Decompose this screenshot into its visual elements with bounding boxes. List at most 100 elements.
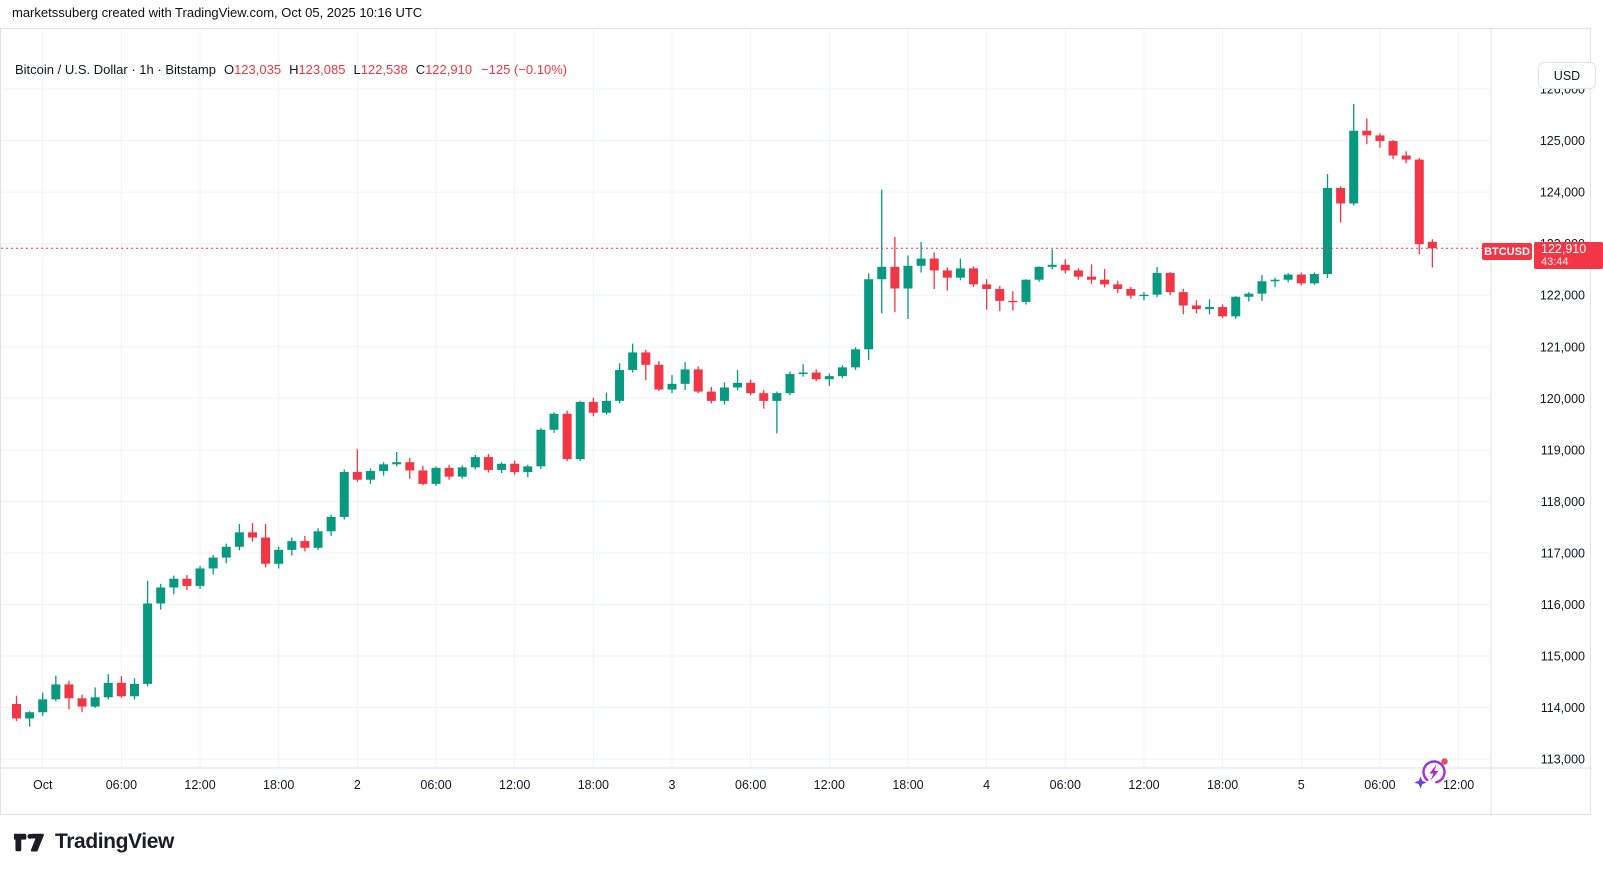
candle-body — [733, 382, 743, 388]
candle-body — [1100, 279, 1110, 285]
time-axis-label: 4 — [983, 778, 990, 792]
spark-event-icon[interactable] — [1413, 753, 1453, 793]
price-axis-label: 114,000 — [1541, 701, 1585, 715]
price-axis-label: 119,000 — [1541, 443, 1585, 457]
candle-wick — [1274, 277, 1276, 287]
price-axis-label: 124,000 — [1540, 186, 1585, 200]
candle-body — [719, 387, 729, 401]
candle-body — [680, 369, 690, 384]
candle-body — [1021, 279, 1031, 302]
candle-body — [969, 268, 979, 285]
candle-wick — [985, 279, 988, 310]
candle-body — [1362, 130, 1372, 136]
candle-body — [995, 289, 1005, 301]
ohlc-open: O123,035 — [223, 62, 282, 77]
candle-body — [693, 369, 703, 392]
candle-body — [1126, 289, 1136, 296]
time-axis-label: Oct — [33, 778, 53, 792]
candle-body — [890, 266, 900, 289]
time-axis-label: 18:00 — [578, 778, 609, 792]
time-axis-label: 12:00 — [1443, 778, 1474, 792]
candle-body — [785, 374, 795, 394]
candle-body — [575, 401, 585, 460]
last-price-badge: 122,910 43:44 — [1534, 242, 1603, 269]
time-axis-label: 18:00 — [1207, 778, 1238, 792]
candle-body — [1244, 293, 1254, 297]
candle-body — [1034, 266, 1044, 280]
candle-body — [261, 537, 271, 564]
candle-body — [772, 393, 782, 401]
time-axis-label: 06:00 — [735, 778, 766, 792]
ticker-price-tag: BTCUSD — [1482, 243, 1532, 260]
price-axis-label: 121,000 — [1540, 340, 1585, 354]
candle-body — [1270, 279, 1280, 282]
candle-body — [497, 463, 507, 470]
candle-body — [942, 270, 952, 278]
symbol-title: Bitcoin / U.S. Dollar · 1h · Bitstamp — [15, 62, 216, 77]
tradingview-logo[interactable]: TradingView — [14, 830, 174, 854]
candle-body — [64, 684, 74, 699]
candle-body — [1139, 294, 1149, 297]
candle-wick — [1143, 292, 1145, 301]
price-axis-label: 120,000 — [1540, 392, 1585, 406]
candle-body — [38, 699, 48, 713]
symbol-legend[interactable]: Bitcoin / U.S. Dollar · 1h · Bitstamp O1… — [15, 62, 567, 77]
tradingview-logo-glyph — [14, 833, 44, 851]
candle-body — [365, 470, 375, 480]
candle-wick — [881, 189, 883, 314]
candle-body — [1205, 307, 1215, 310]
currency-unit-button[interactable]: USD — [1538, 62, 1596, 89]
candle-wick — [802, 364, 804, 377]
candle-body — [1414, 159, 1424, 245]
price-axis-label: 115,000 — [1541, 650, 1585, 664]
candle-body — [1178, 292, 1188, 306]
candle-body — [418, 470, 428, 484]
candle-body — [588, 401, 598, 413]
time-axis-label: 06:00 — [1364, 778, 1395, 792]
candle-wick — [933, 252, 935, 290]
candle-body — [1401, 155, 1411, 160]
lightning-bolt-icon — [1429, 764, 1439, 781]
candle-body — [916, 258, 926, 266]
interval-label: 1h — [139, 62, 154, 77]
candle-body — [25, 712, 35, 719]
candle-body — [523, 466, 533, 473]
candle-wick — [28, 711, 31, 727]
candle-body — [1073, 270, 1083, 277]
price-axis-label: 125,000 — [1540, 134, 1585, 148]
candle-body — [405, 462, 415, 471]
candle-body — [143, 603, 153, 684]
time-axis-label: 2 — [354, 778, 361, 792]
snapshot-attribution: marketssuberg created with TradingView.c… — [12, 5, 423, 20]
candle-body — [51, 684, 61, 700]
candle-body — [129, 683, 139, 697]
candle-body — [667, 383, 677, 390]
candle-body — [1047, 264, 1057, 267]
bar-countdown: 43:44 — [1541, 256, 1569, 268]
candle-wick — [736, 369, 739, 391]
time-axis-label: 18:00 — [892, 778, 923, 792]
candle-wick — [356, 449, 359, 482]
candle-body — [1113, 284, 1123, 290]
candle-body — [601, 400, 611, 413]
candle-wick — [1051, 249, 1053, 270]
price-axis-label: 122,000 — [1540, 289, 1585, 303]
price-axis-label: 118,000 — [1541, 495, 1585, 509]
candle-body — [654, 364, 664, 390]
candle-body — [1296, 274, 1306, 284]
candle-wick — [1012, 291, 1014, 311]
candle-body — [1152, 273, 1162, 295]
candle-body — [221, 546, 231, 558]
candle-body — [929, 258, 939, 271]
last-price-value: 122,910 — [1541, 242, 1587, 256]
time-axis-label: 12:00 — [184, 778, 215, 792]
time-axis-label: 12:00 — [1128, 778, 1159, 792]
candle-wick — [1431, 239, 1434, 268]
ohlc-close: C122,910 — [415, 62, 473, 77]
candle-body — [982, 284, 992, 290]
candle-body — [379, 464, 389, 471]
candle-body — [1283, 274, 1293, 280]
candlestick-chart[interactable]: 113,000 114,000 115,000 116,000 117,000 118,0… — [1, 29, 1592, 816]
candle-body — [628, 352, 638, 370]
